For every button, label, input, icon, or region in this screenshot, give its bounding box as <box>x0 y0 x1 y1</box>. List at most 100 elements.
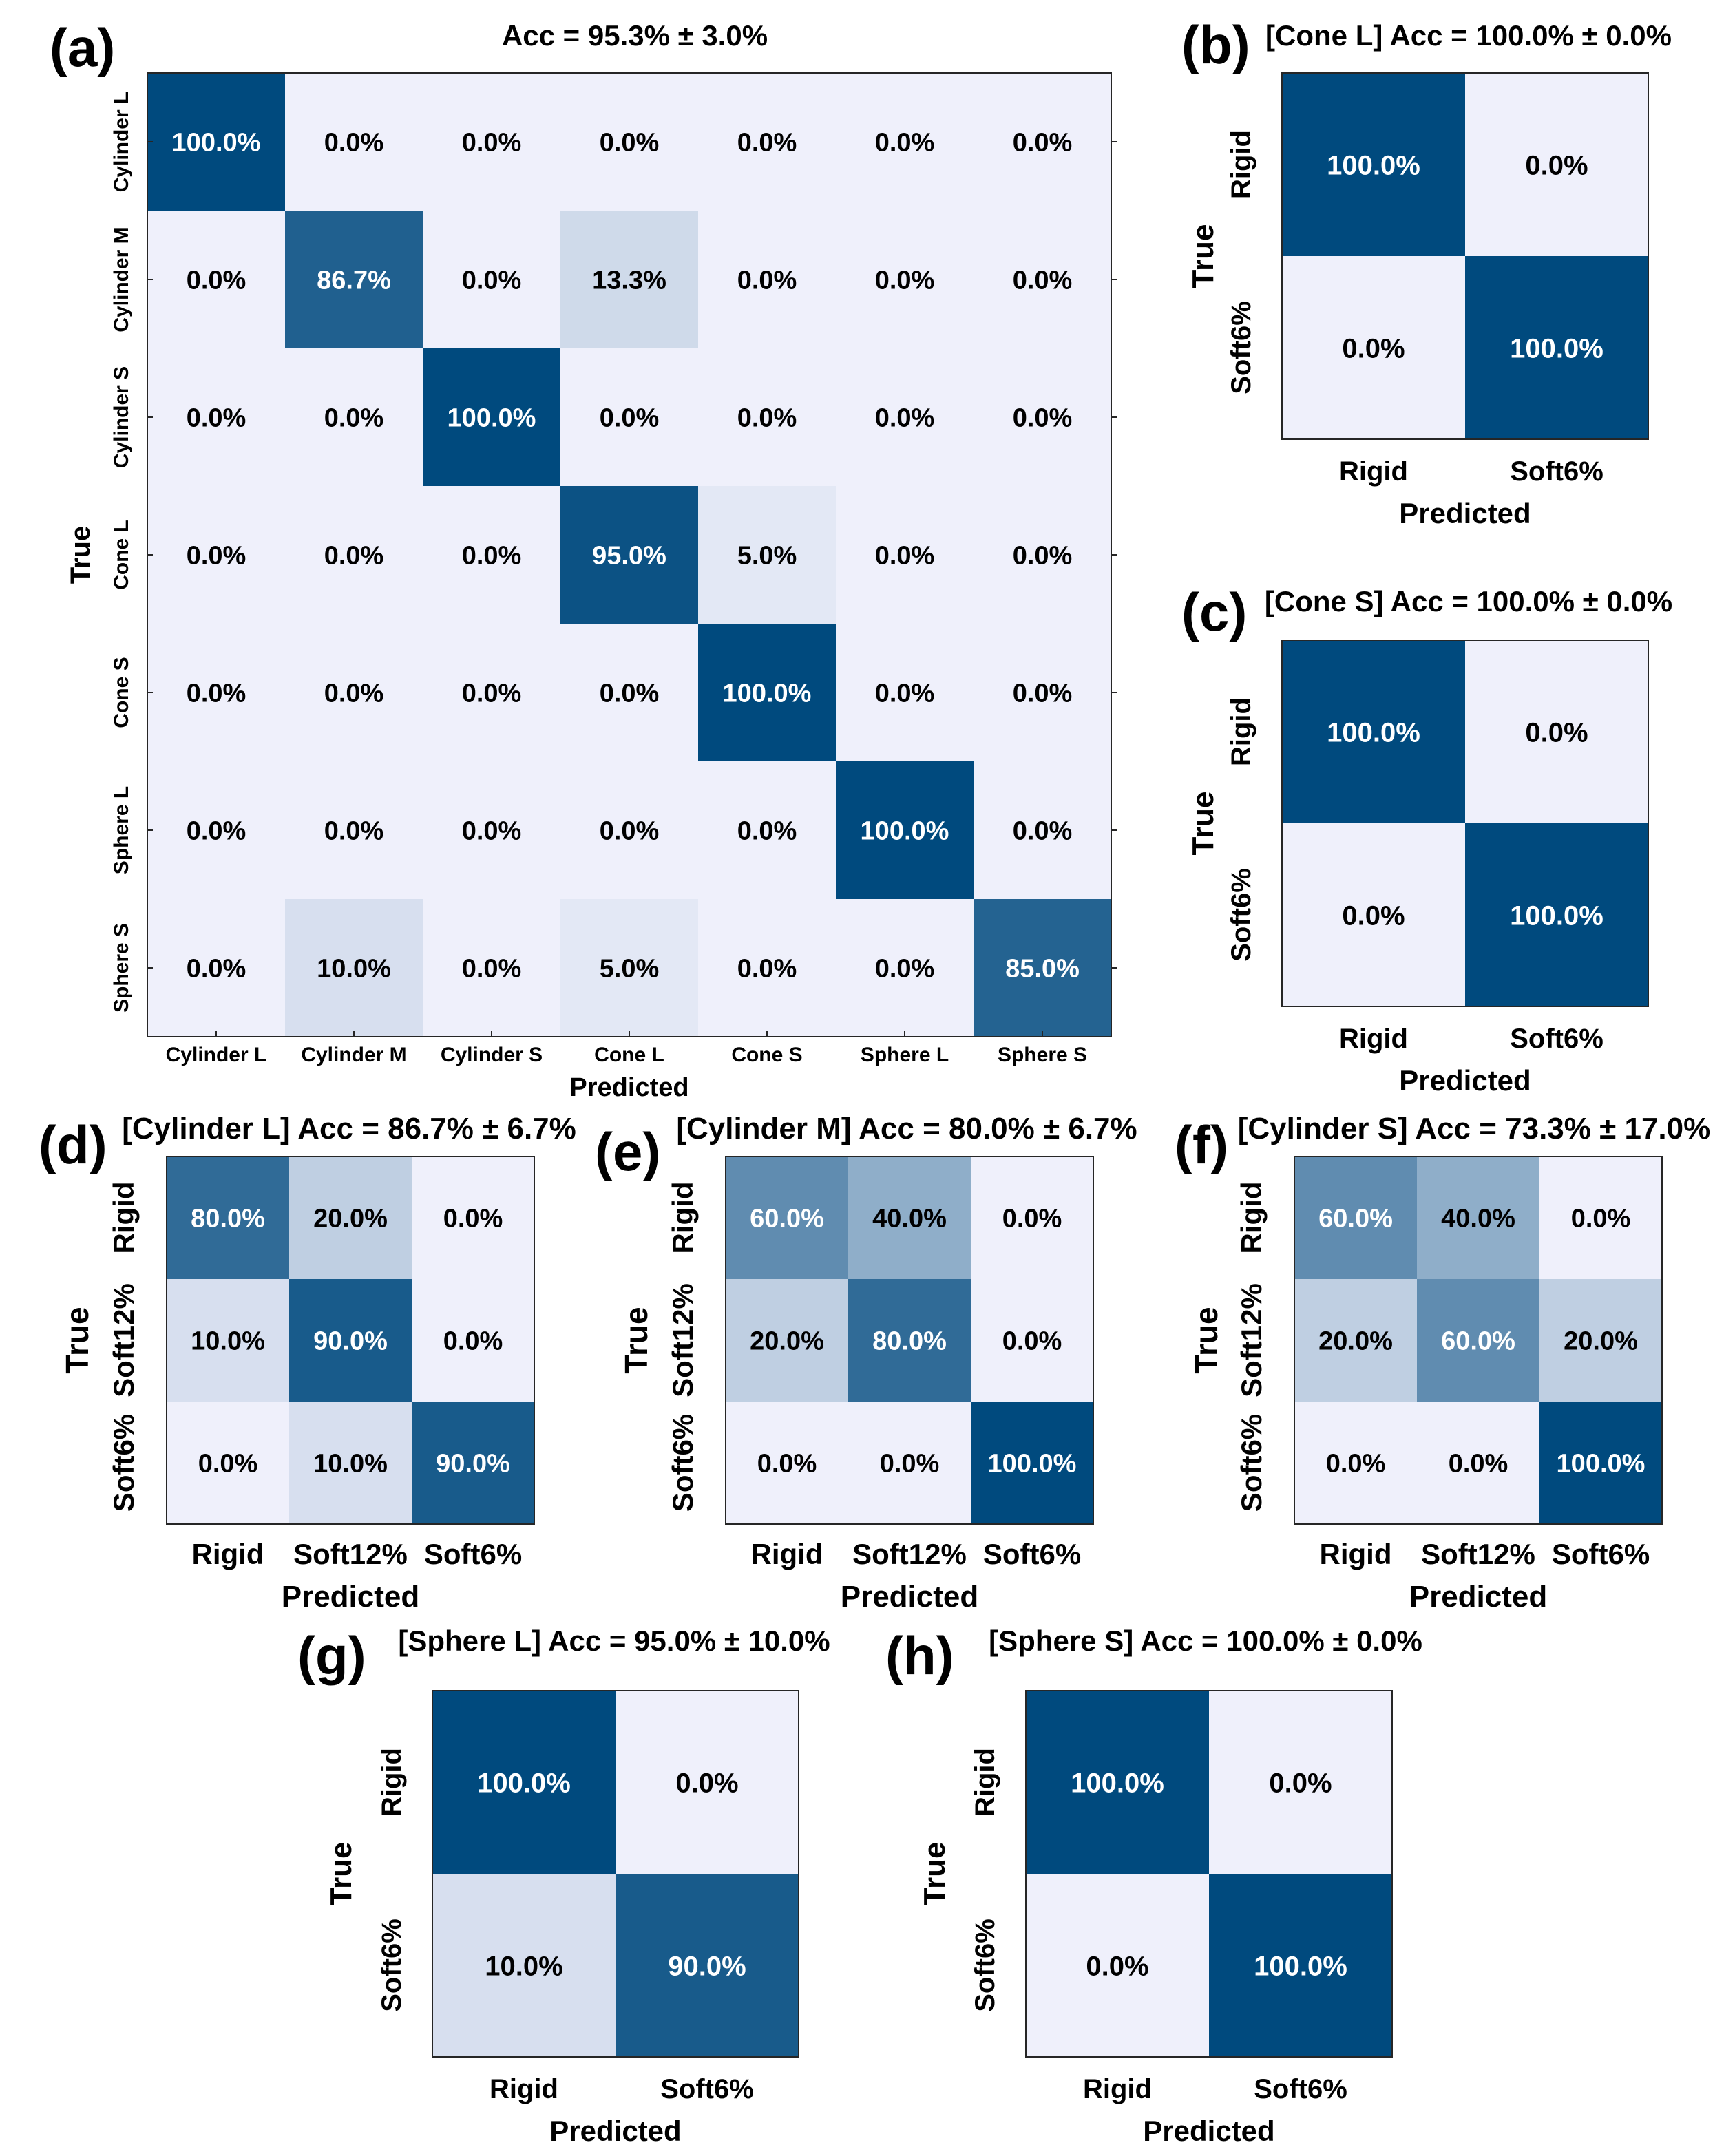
heatmap-cell <box>836 211 974 348</box>
cell-value-label: 0.0% <box>737 955 797 984</box>
cell-value-label: 100.0% <box>861 817 949 846</box>
y-axis-label: True <box>1186 792 1220 856</box>
x-axis-label: Predicted <box>841 1580 979 1614</box>
heatmap-cell <box>560 348 698 486</box>
heatmap-cell <box>560 761 698 899</box>
y-tick-label: Rigid <box>970 1748 1000 1817</box>
cell-value-label: 0.0% <box>737 266 797 295</box>
heatmap-cell <box>848 1279 971 1402</box>
heatmap-cell <box>412 1402 534 1524</box>
heatmap-cell <box>147 348 285 486</box>
cell-value-label: 0.0% <box>324 679 384 708</box>
heatmap-cell <box>698 348 836 486</box>
cell-value-label: 0.0% <box>324 129 384 158</box>
x-tick-label: Rigid <box>1320 1538 1392 1570</box>
heatmap-cell <box>289 1279 412 1402</box>
y-tick-label: Rigid <box>377 1748 407 1817</box>
x-axis-label: Predicted <box>1399 497 1531 529</box>
cell-value-label: 0.0% <box>462 129 522 158</box>
cell-value-label: 0.0% <box>187 955 246 984</box>
heatmap-cell <box>423 899 560 1037</box>
y-tick-label: Soft6% <box>1226 301 1256 394</box>
y-tick-label: Soft6% <box>1235 1414 1268 1512</box>
cell-value-label: 80.0% <box>191 1205 265 1234</box>
heatmap-cell <box>289 1156 412 1279</box>
cell-value-label: 0.0% <box>880 1450 940 1479</box>
heatmap-cell <box>147 899 285 1037</box>
panel-label: (b) <box>1181 14 1250 75</box>
heatmap-cell <box>167 1279 289 1402</box>
heatmap-cell <box>698 211 836 348</box>
panel-label: (d) <box>39 1114 107 1175</box>
cell-value-label: 100.0% <box>1510 333 1603 363</box>
cell-value-label: 0.0% <box>600 817 660 846</box>
chart-title: [Cone L] Acc = 100.0% ± 0.0% <box>1265 19 1672 52</box>
heatmap-cell <box>974 899 1111 1037</box>
y-tick-label: Soft12% <box>107 1283 140 1397</box>
x-tick-label: Soft6% <box>1510 1024 1603 1054</box>
x-tick-label: Rigid <box>751 1538 823 1570</box>
cell-value-label: 0.0% <box>875 129 935 158</box>
heatmap-cell <box>289 1402 412 1524</box>
cell-value-label: 40.0% <box>872 1205 947 1234</box>
x-tick-label: Soft12% <box>293 1538 408 1570</box>
heatmap-cell <box>1282 256 1465 439</box>
heatmap-cell <box>1026 1691 1209 1874</box>
cell-value-label: 0.0% <box>1013 404 1073 433</box>
chart-title: [Cylinder L] Acc = 86.7% ± 6.7% <box>122 1112 576 1145</box>
panel-label: (f) <box>1175 1114 1228 1175</box>
heatmap-cell <box>560 211 698 348</box>
cell-value-label: 60.0% <box>750 1205 824 1234</box>
heatmap-cell <box>974 348 1111 486</box>
panel-a: (a) Acc = 95.3% ± 3.0% 100.0% 0.0% 0.0% 0.0% 0… <box>50 17 1117 1102</box>
heatmap-cell <box>1465 73 1648 256</box>
heatmap-cell <box>971 1279 1093 1402</box>
x-tick-label: Soft12% <box>1421 1538 1535 1570</box>
heatmap-cell <box>836 624 974 761</box>
x-tick-label: Rigid <box>1339 1024 1408 1054</box>
heatmap-cell <box>974 624 1111 761</box>
heatmap-cell <box>560 899 698 1037</box>
heatmap-cell <box>147 486 285 624</box>
cell-value-label: 85.0% <box>1005 955 1080 984</box>
cell-value-label: 10.0% <box>485 1951 562 1981</box>
plot-frame <box>1294 1156 1663 1525</box>
heatmap-cell <box>1209 1691 1392 1874</box>
heatmap-cell <box>285 348 423 486</box>
x-tick-label: Sphere S <box>998 1044 1087 1066</box>
heatmap-cell <box>698 761 836 899</box>
heatmap-cell <box>1417 1402 1539 1524</box>
cell-value-label: 100.0% <box>1557 1450 1645 1479</box>
x-axis-label: Predicted <box>1143 2115 1274 2147</box>
heatmap-cell <box>974 486 1111 624</box>
cell-value-label: 0.0% <box>1002 1205 1062 1234</box>
cell-value-label: 0.0% <box>462 266 522 295</box>
heatmap-cell <box>1209 1874 1392 2057</box>
cell-value-label: 0.0% <box>875 955 935 984</box>
panel-b: (b) [Cone L] Acc = 100.0% ± 0.0% 100.0% 0.0… <box>1181 14 1672 529</box>
panel-d: (d) [Cylinder L] Acc = 86.7% ± 6.7% 80.0% 2… <box>39 1112 576 1614</box>
x-tick-label: Cylinder L <box>166 1044 267 1066</box>
cell-value-label: 0.0% <box>675 1768 738 1798</box>
heatmap-cell <box>285 73 423 211</box>
x-tick-label: Cone L <box>594 1044 664 1066</box>
heatmap-cell <box>1539 1402 1662 1524</box>
cell-value-label: 20.0% <box>313 1205 388 1234</box>
plot-frame <box>166 1156 535 1525</box>
heatmap-cell <box>1417 1279 1539 1402</box>
cell-value-label: 20.0% <box>750 1327 824 1356</box>
x-tick-label: Soft6% <box>983 1538 1081 1570</box>
heatmap-cell <box>285 211 423 348</box>
heatmap-cell <box>974 73 1111 211</box>
heatmap-cell <box>1539 1279 1662 1402</box>
cell-value-label: 0.0% <box>187 817 246 846</box>
cell-value-label: 20.0% <box>1318 1327 1393 1356</box>
cell-value-label: 0.0% <box>1342 333 1405 363</box>
y-axis-label: True <box>1188 1307 1224 1373</box>
y-tick-label: Cone S <box>110 657 133 728</box>
cell-value-label: 100.0% <box>988 1450 1077 1479</box>
heatmap-cell <box>423 761 560 899</box>
cell-value-label: 0.0% <box>187 266 246 295</box>
heatmap-cell <box>167 1156 289 1279</box>
cell-value-label: 0.0% <box>1449 1450 1508 1479</box>
